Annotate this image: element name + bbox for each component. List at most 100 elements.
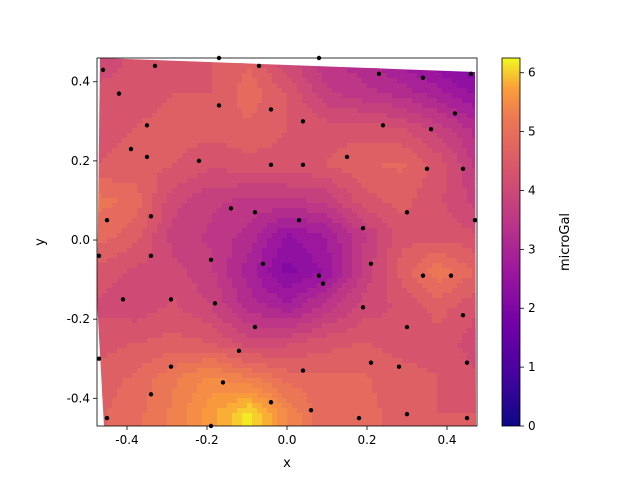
contour-cell — [447, 343, 453, 349]
contour-cell — [172, 278, 178, 284]
contour-cell — [412, 158, 418, 164]
contour-cell — [272, 158, 278, 164]
contour-cell — [202, 68, 208, 74]
contour-cell — [157, 298, 163, 304]
contour-cell — [432, 93, 438, 99]
contour-cell — [97, 338, 103, 344]
contour-cell — [197, 223, 203, 229]
contour-cell — [122, 58, 128, 64]
contour-cell — [282, 208, 288, 214]
contour-cell — [152, 313, 158, 319]
contour-cell — [157, 153, 163, 159]
contour-cell — [267, 148, 273, 154]
contour-cell — [192, 143, 198, 149]
contour-cell — [377, 318, 383, 324]
contour-cell — [362, 183, 368, 189]
contour-cell — [222, 313, 228, 319]
contour-cell — [167, 343, 173, 349]
contour-cell — [382, 148, 388, 154]
contour-cell — [367, 213, 373, 219]
contour-cell — [242, 318, 248, 324]
contour-cell — [442, 168, 448, 174]
contour-cell — [432, 213, 438, 219]
contour-cell — [402, 78, 408, 84]
contour-cell — [172, 288, 178, 294]
contour-cell — [142, 168, 148, 174]
contour-cell — [142, 343, 148, 349]
contour-cell — [187, 173, 193, 179]
contour-cell — [432, 353, 438, 359]
contour-cell — [457, 263, 463, 269]
contour-cell — [462, 128, 468, 134]
contour-cell — [372, 238, 378, 244]
contour-cell — [267, 268, 273, 274]
contour-cell — [277, 93, 283, 99]
contour-cell — [412, 193, 418, 199]
contour-cell — [322, 83, 328, 89]
contour-cell — [307, 223, 313, 229]
contour-cell — [127, 138, 133, 144]
contour-cell — [317, 293, 323, 299]
contour-cell — [137, 318, 143, 324]
contour-cell — [177, 363, 183, 369]
contour-cell — [382, 163, 388, 169]
contour-cell — [432, 263, 438, 269]
contour-cell — [187, 218, 193, 224]
contour-cell — [202, 253, 208, 259]
contour-cell — [172, 258, 178, 264]
contour-cell — [267, 143, 273, 149]
contour-cell — [157, 218, 163, 224]
contour-cell — [132, 228, 138, 234]
contour-cell — [412, 228, 418, 234]
contour-cell — [387, 103, 393, 109]
contour-cell — [182, 378, 188, 384]
contour-cell — [152, 203, 158, 209]
contour-cell — [107, 218, 113, 224]
contour-cell — [437, 373, 443, 379]
contour-cell — [272, 113, 278, 119]
contour-cell — [442, 133, 448, 139]
contour-cell — [202, 358, 208, 364]
contour-cell — [382, 203, 388, 209]
contour-cell — [147, 73, 153, 79]
contour-cell — [122, 328, 128, 334]
contour-cell — [217, 313, 223, 319]
contour-cell — [312, 238, 318, 244]
contour-cell — [172, 238, 178, 244]
contour-cell — [237, 173, 243, 179]
contour-cell — [282, 263, 288, 269]
contour-cell — [367, 348, 373, 354]
contour-cell — [417, 358, 423, 364]
contour-cell — [317, 98, 323, 104]
contour-cell — [107, 378, 113, 384]
contour-cell — [167, 293, 173, 299]
contour-cell — [337, 168, 343, 174]
contour-cell — [462, 78, 468, 84]
contour-cell — [352, 288, 358, 294]
contour-cell — [462, 183, 468, 189]
contour-cell — [357, 338, 363, 344]
contour-cell — [137, 238, 143, 244]
contour-cell — [472, 183, 476, 189]
contour-cell — [202, 188, 208, 194]
contour-cell — [397, 318, 403, 324]
contour-cell — [117, 323, 123, 329]
contour-cell — [402, 138, 408, 144]
contour-cell — [332, 263, 338, 269]
contour-cell — [362, 228, 368, 234]
contour-cell — [202, 63, 208, 69]
contour-cell — [172, 108, 178, 114]
contour-cell — [342, 338, 348, 344]
contour-cell — [457, 133, 463, 139]
contour-cell — [422, 363, 428, 369]
contour-cell — [182, 243, 188, 249]
contour-cell — [162, 293, 168, 299]
contour-cell — [417, 288, 423, 294]
contour-cell — [142, 378, 148, 384]
contour-cell — [337, 368, 343, 374]
contour-cell — [442, 153, 448, 159]
contour-cell — [152, 363, 158, 369]
contour-cell — [107, 328, 113, 334]
contour-cell — [127, 253, 133, 259]
contour-cell — [112, 358, 118, 364]
